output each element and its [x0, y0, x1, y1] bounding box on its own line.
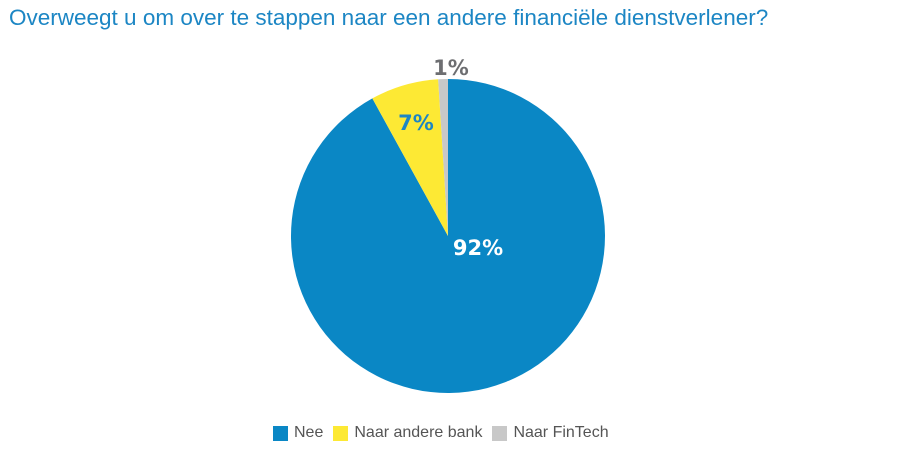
legend-item-nee: Nee [273, 424, 323, 442]
legend: Nee Naar andere bank Naar FinTech [273, 423, 619, 443]
chart-title: Overweegt u om over te stappen naar een … [9, 5, 769, 30]
slice-label-naar-fintech: 1% [433, 56, 469, 80]
legend-label-naar-andere-bank: Naar andere bank [354, 424, 483, 441]
legend-label-naar-fintech: Naar FinTech [513, 424, 609, 441]
pie-slice-nee [290, 79, 605, 393]
legend-label-nee: Nee [294, 424, 324, 441]
slice-label-nee: 92% [453, 236, 503, 260]
pie-slice-naar-andere-bank [372, 79, 448, 236]
pie-labels: 92% 7% 1% [398, 56, 503, 260]
legend-item-naar-andere-bank: Naar andere bank [333, 424, 482, 442]
legend-swatch-nee [273, 425, 288, 441]
pie-slice-naar-fintech [438, 79, 448, 236]
pie-slices [290, 79, 605, 393]
legend-swatch-naar-fintech [492, 425, 508, 441]
slice-label-naar-andere-bank: 7% [398, 111, 434, 135]
legend-swatch-naar-andere-bank [333, 425, 349, 441]
legend-item-naar-fintech: Naar FinTech [492, 424, 609, 442]
